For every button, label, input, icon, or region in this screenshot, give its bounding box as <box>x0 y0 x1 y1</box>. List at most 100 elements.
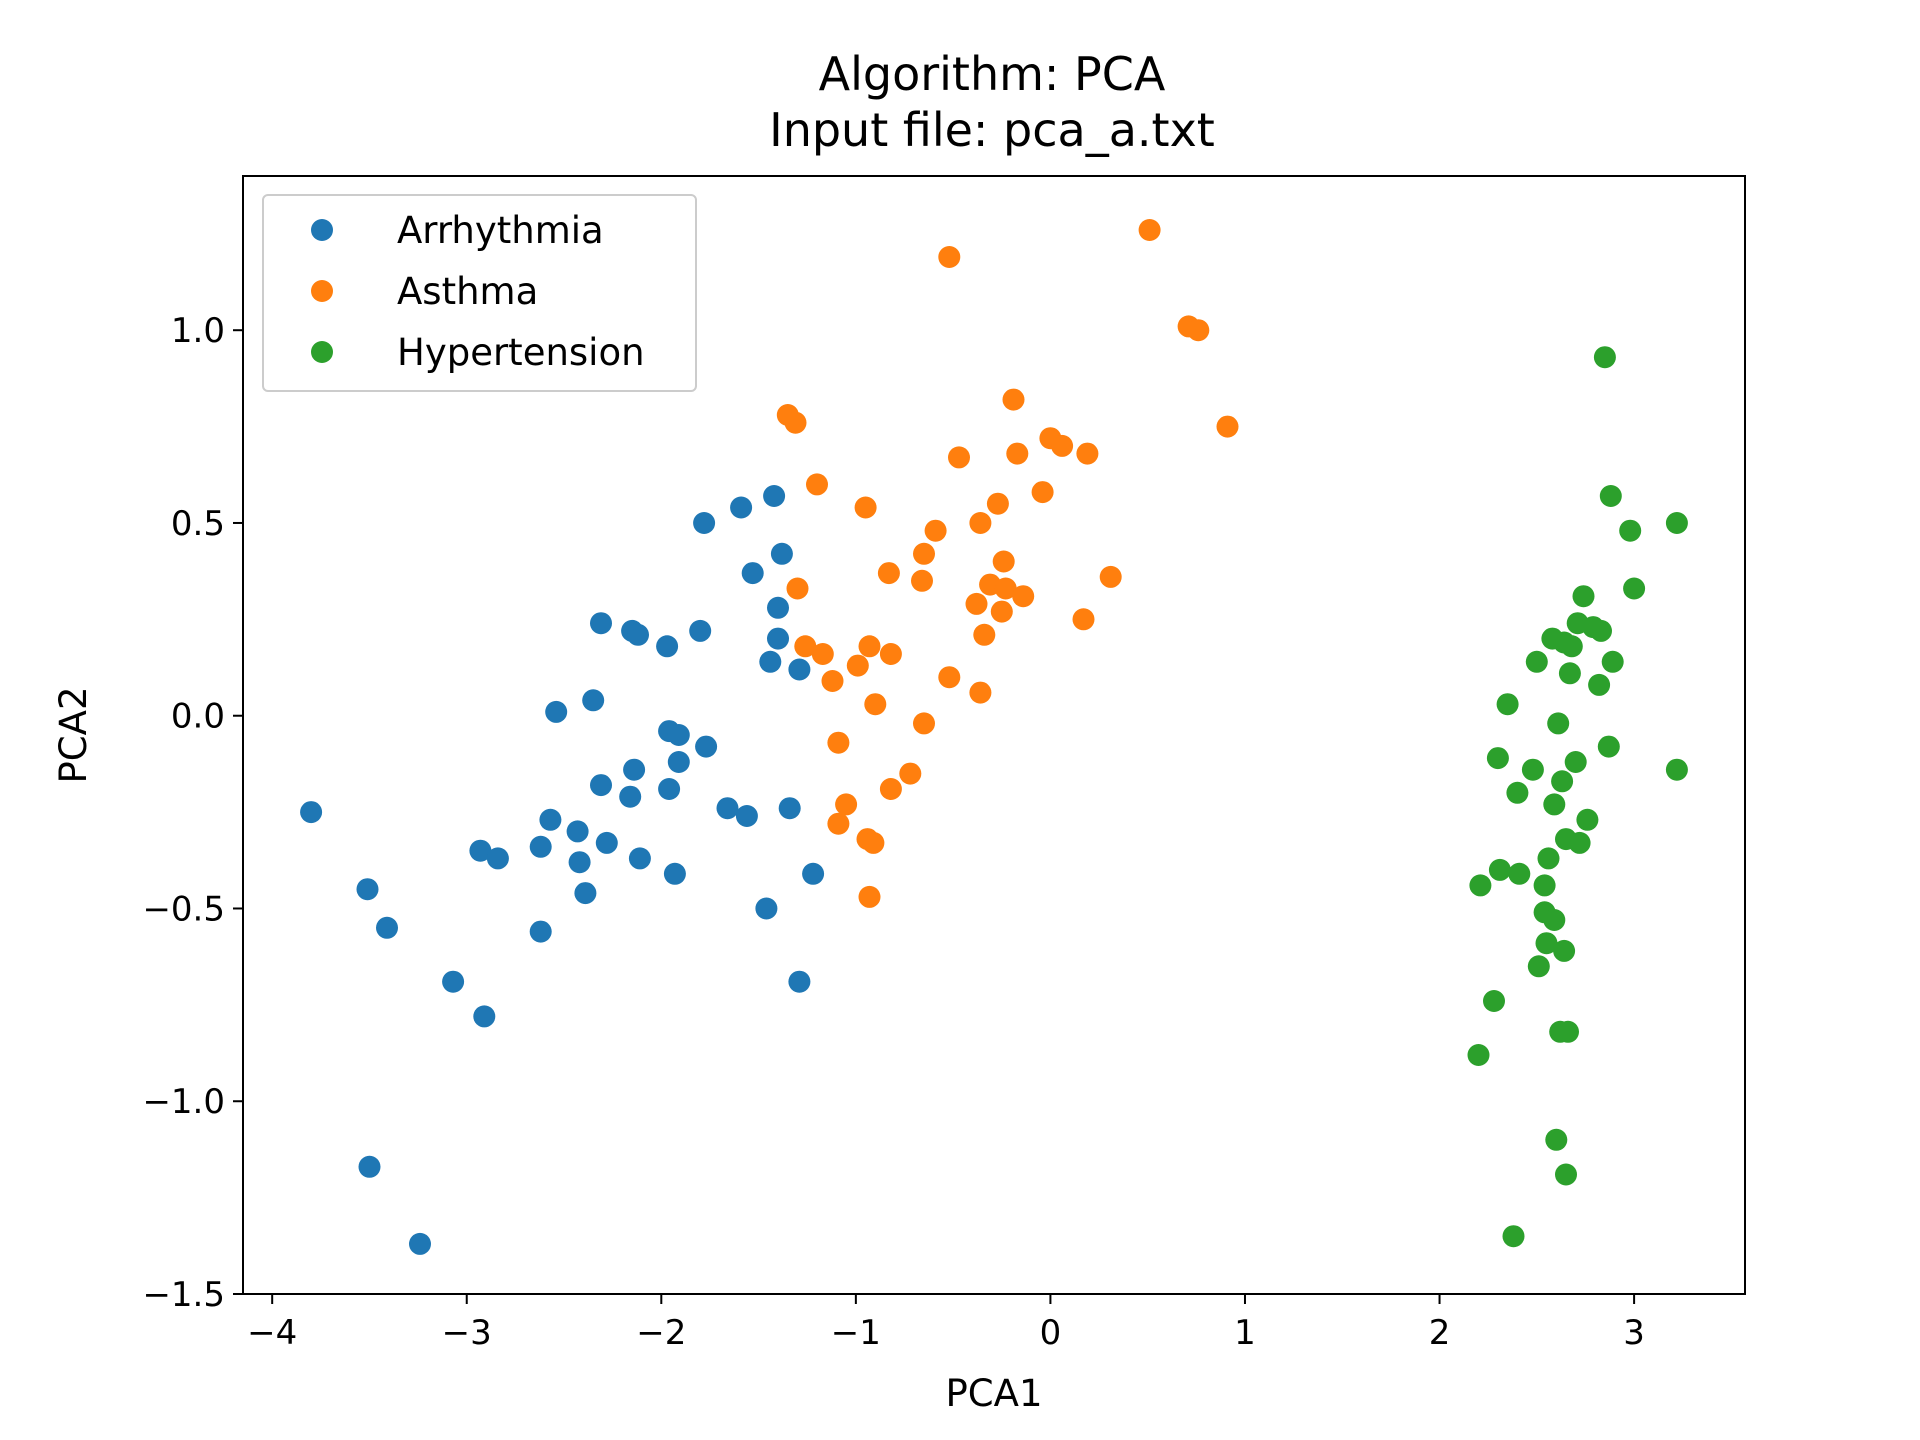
series-asthma <box>776 219 1239 908</box>
data-point <box>858 885 881 908</box>
data-point <box>1031 481 1054 504</box>
legend-label: Asthma <box>397 270 538 313</box>
data-point <box>529 920 552 943</box>
data-point <box>899 762 922 785</box>
data-point <box>854 496 877 519</box>
data-point <box>1469 874 1492 897</box>
data-point <box>858 635 881 658</box>
series-hypertension <box>1467 346 1688 1248</box>
data-point <box>568 851 591 874</box>
data-point <box>911 569 933 592</box>
data-point <box>628 847 651 870</box>
data-point <box>770 542 793 565</box>
data-point <box>656 635 679 658</box>
y-axis-label: PCA2 <box>52 687 95 784</box>
data-point <box>1138 219 1161 241</box>
x-tick-label: 1 <box>1234 1313 1256 1353</box>
x-tick-label: −4 <box>247 1313 297 1353</box>
data-point <box>846 654 869 677</box>
data-point <box>986 492 1009 515</box>
data-point <box>486 847 509 870</box>
data-point <box>1099 565 1122 588</box>
data-point <box>469 839 492 862</box>
data-point <box>1576 808 1599 831</box>
data-point <box>864 693 887 716</box>
data-point <box>627 623 649 646</box>
legend-label: Hypertension <box>397 331 645 374</box>
data-point <box>1588 673 1611 696</box>
chart-title-line-2: Input file: pca_a.txt <box>769 103 1215 157</box>
data-point <box>473 1005 496 1028</box>
x-tick-label: 3 <box>1623 1313 1645 1353</box>
data-point <box>1545 1128 1568 1151</box>
data-point <box>356 878 379 901</box>
data-point <box>716 797 739 820</box>
data-point <box>1619 519 1642 542</box>
data-point <box>409 1232 431 1255</box>
data-point <box>595 831 618 854</box>
data-point <box>1623 577 1646 600</box>
data-point <box>763 485 786 507</box>
data-points <box>300 219 1688 1255</box>
y-tick-label: −1.5 <box>142 1275 225 1315</box>
data-point <box>1002 388 1025 411</box>
data-point <box>1564 751 1587 773</box>
data-point <box>1558 662 1581 685</box>
plot-frame <box>242 175 1746 1295</box>
data-point <box>924 519 947 542</box>
data-point <box>938 666 961 689</box>
data-point <box>574 882 597 905</box>
data-point <box>1051 434 1074 457</box>
x-tick-label: 0 <box>1040 1313 1062 1353</box>
data-point <box>1665 512 1688 534</box>
data-point <box>566 820 589 843</box>
y-tick-label: −1.0 <box>142 1082 225 1122</box>
data-point <box>913 542 935 565</box>
data-point <box>827 812 850 835</box>
data-point <box>1467 1044 1490 1066</box>
data-point <box>1525 650 1548 673</box>
chart-title-line-1: Algorithm: PCA <box>819 47 1166 101</box>
data-point <box>973 623 996 646</box>
data-point <box>767 596 789 619</box>
data-point <box>879 643 902 665</box>
data-point <box>1527 955 1550 978</box>
data-point <box>827 731 850 754</box>
data-point <box>969 681 992 704</box>
y-tick-label: 0.5 <box>171 504 225 544</box>
data-point <box>529 835 552 858</box>
data-point <box>658 778 681 800</box>
data-point <box>802 862 825 885</box>
data-point <box>1488 858 1511 881</box>
data-point <box>806 473 828 496</box>
y-tick-label: −0.5 <box>142 889 225 929</box>
data-point <box>1557 1020 1579 1043</box>
data-point <box>1012 585 1035 608</box>
y-axis: −1.5 −1.0 −0.5 0.0 0.5 1.0 <box>142 311 243 1315</box>
data-point <box>1597 735 1620 758</box>
data-point <box>730 496 753 519</box>
data-point <box>1506 781 1529 804</box>
data-point <box>619 785 642 808</box>
data-point <box>1535 932 1558 955</box>
data-point <box>1572 585 1595 608</box>
data-point <box>877 562 900 585</box>
data-point <box>1216 415 1239 438</box>
data-point <box>735 805 758 827</box>
x-axis-label: PCA1 <box>946 1372 1043 1415</box>
data-point <box>376 916 398 939</box>
data-point <box>778 797 801 820</box>
data-point <box>1590 619 1612 642</box>
data-point <box>784 411 807 434</box>
data-point <box>794 635 817 658</box>
legend: Arrhythmia Asthma Hypertension <box>262 194 697 392</box>
data-point <box>1551 770 1574 793</box>
data-point <box>759 650 782 673</box>
data-point <box>786 577 809 600</box>
data-point <box>689 619 712 642</box>
data-point <box>1553 939 1576 962</box>
data-point <box>1496 693 1519 716</box>
data-point <box>821 670 844 692</box>
data-point <box>1601 650 1624 673</box>
